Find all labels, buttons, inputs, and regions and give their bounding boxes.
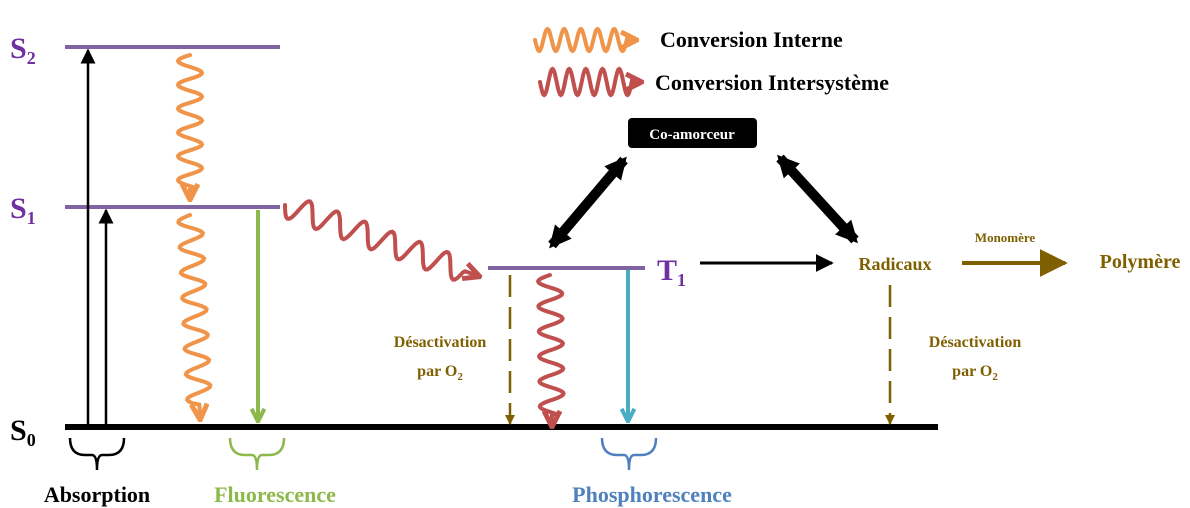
label: S [10, 32, 27, 65]
label: T [657, 254, 677, 287]
polymer-label: Polymère [1100, 251, 1181, 273]
sub: 2 [992, 371, 998, 383]
brace [600, 437, 658, 471]
s2-label: S2 [10, 32, 36, 68]
s1-label: S1 [10, 192, 36, 228]
sub: 1 [27, 208, 36, 228]
levels [65, 45, 938, 430]
intersystem-crossing [535, 273, 566, 425]
label: S [10, 414, 27, 447]
double-arrow [548, 156, 628, 249]
process-label: Phosphorescence [572, 482, 732, 507]
deactivation-label: par O2 [952, 363, 998, 383]
legend-label: Conversion Interne [660, 27, 843, 52]
process-label: Fluorescence [214, 482, 336, 507]
internal-conversion [175, 53, 205, 198]
monomer-label: Monomère [975, 230, 1036, 245]
deactivation-label: Désactivation [394, 334, 487, 351]
brace [68, 437, 126, 471]
label: par O [952, 363, 992, 380]
deactivation-label: Désactivation [929, 334, 1022, 351]
s0-label: S0 [10, 414, 36, 450]
coinitiator-box [628, 118, 757, 148]
coinitiator-label: Co-amorceur [649, 127, 735, 143]
sub: 0 [27, 430, 36, 450]
deactivation-label: par O2 [417, 363, 463, 383]
internal-conversion [176, 213, 213, 418]
waves [175, 26, 640, 425]
intersystem-crossing [283, 199, 478, 282]
double-arrow [776, 154, 859, 244]
sub: 1 [677, 270, 686, 290]
label: S [10, 192, 27, 225]
brace [228, 437, 286, 471]
label: par O [417, 363, 457, 380]
sub: 2 [457, 371, 463, 383]
legend-wave [533, 26, 635, 54]
legend-wave [538, 66, 640, 98]
sub: 2 [27, 48, 36, 68]
legend-label: Conversion Intersystème [655, 70, 889, 95]
process-label: Absorption [44, 482, 150, 507]
t1-label: T1 [657, 254, 686, 290]
radicals-label: Radicaux [858, 254, 931, 274]
